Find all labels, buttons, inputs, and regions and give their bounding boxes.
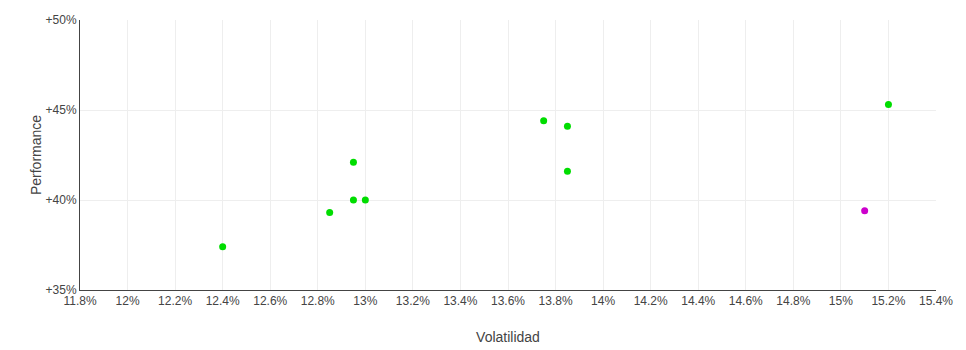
svg-text:15.4%: 15.4%: [919, 294, 953, 308]
svg-text:13.4%: 13.4%: [443, 294, 477, 308]
svg-text:14.4%: 14.4%: [681, 294, 715, 308]
svg-text:13.2%: 13.2%: [396, 294, 430, 308]
svg-text:14.2%: 14.2%: [634, 294, 668, 308]
svg-text:+45%: +45%: [46, 103, 77, 117]
svg-text:12.2%: 12.2%: [158, 294, 192, 308]
svg-text:12%: 12%: [116, 294, 140, 308]
svg-text:14.8%: 14.8%: [776, 294, 810, 308]
svg-text:+40%: +40%: [46, 193, 77, 207]
svg-text:Performance: Performance: [28, 115, 44, 195]
svg-text:15%: 15%: [829, 294, 853, 308]
svg-text:12.4%: 12.4%: [206, 294, 240, 308]
svg-text:13.8%: 13.8%: [539, 294, 573, 308]
svg-text:12.6%: 12.6%: [253, 294, 287, 308]
svg-text:14%: 14%: [591, 294, 615, 308]
svg-text:12.8%: 12.8%: [301, 294, 335, 308]
svg-text:11.8%: 11.8%: [63, 294, 96, 308]
svg-text:+35%: +35%: [46, 283, 77, 297]
svg-text:+50%: +50%: [46, 13, 77, 27]
svg-text:Volatilidad: Volatilidad: [476, 329, 540, 345]
svg-text:15.2%: 15.2%: [871, 294, 905, 308]
svg-text:13.6%: 13.6%: [491, 294, 525, 308]
svg-text:14.6%: 14.6%: [729, 294, 763, 308]
svg-text:13%: 13%: [353, 294, 377, 308]
